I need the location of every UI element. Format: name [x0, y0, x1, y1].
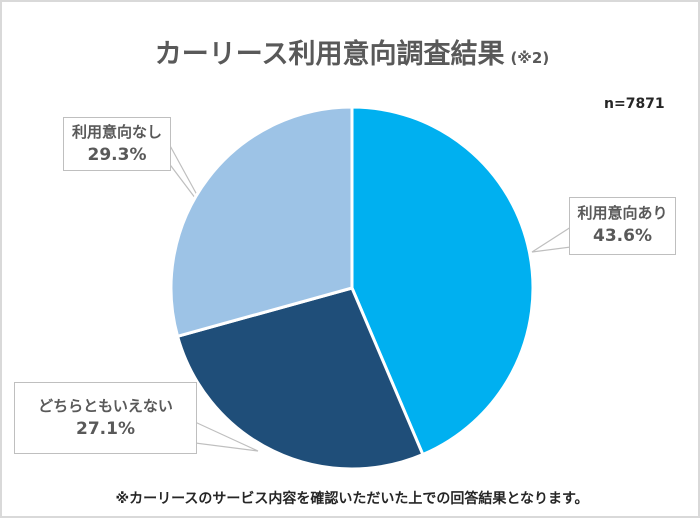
chart-title: カーリース利用意向調査結果 (※2)	[2, 32, 698, 71]
pie-slice-neutral	[176, 286, 425, 471]
callout-no-intent: 利用意向なし 29.3%	[63, 117, 171, 171]
callout-neutral: どちらともいえない 27.1%	[14, 382, 197, 454]
sample-size-label: n=7871	[604, 96, 665, 112]
pie-slice-no-intent	[169, 105, 354, 338]
chart-title-main: カーリース利用意向調査結果	[154, 39, 505, 70]
callout-value: 27.1%	[76, 419, 135, 439]
footnote: ※カーリースのサービス内容を確認いただいた上での回答結果となります。	[115, 491, 589, 507]
callout-label: 利用意向なし	[71, 123, 162, 141]
pie-slice-intent	[350, 105, 535, 457]
chart-title-sub: (※2)	[510, 49, 550, 67]
callout-label: どちらともいえない	[38, 397, 173, 415]
callout-value: 29.3%	[87, 145, 147, 165]
callout-pointer-intent	[531, 225, 572, 253]
pie-slices	[169, 105, 535, 471]
callout-label: 利用意向あり	[577, 204, 668, 222]
callout-intent: 利用意向あり 43.6%	[569, 197, 676, 255]
callout-value: 43.6%	[593, 226, 652, 246]
